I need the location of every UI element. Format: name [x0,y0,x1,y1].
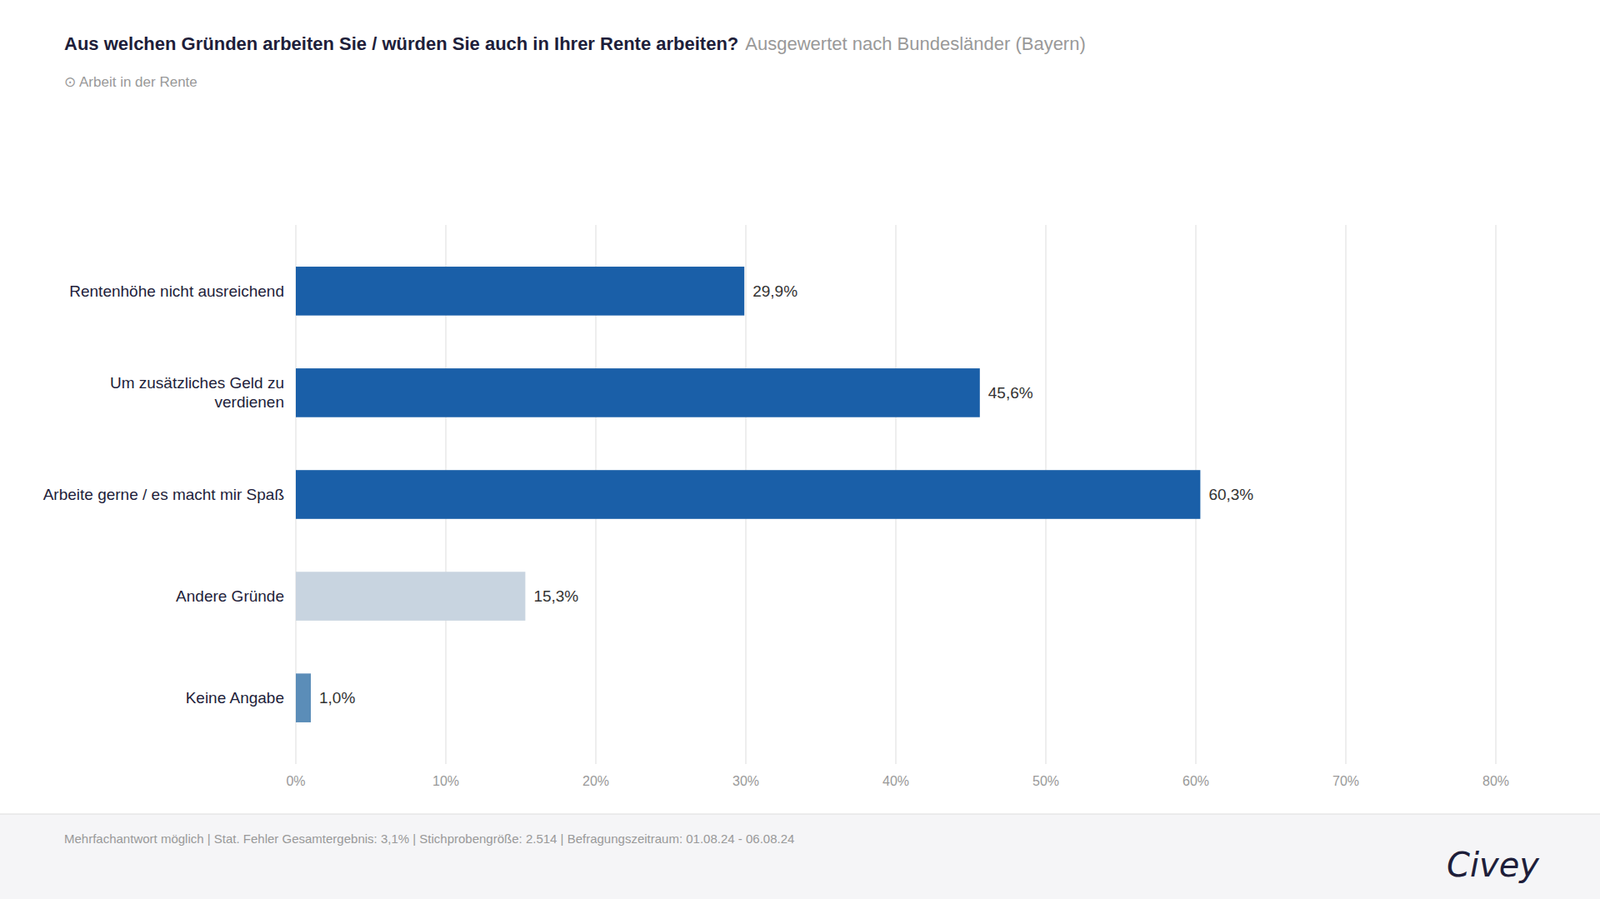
data-label: 1,0% [319,689,355,707]
bar [295,470,1200,520]
bar [295,368,980,418]
y-axis: Rentenhöhe nicht ausreichend Um zusätzlic… [43,282,285,707]
grid-line [1495,225,1497,765]
bar [295,266,745,316]
category-label: Andere Gründe [175,587,285,605]
title-line: Aus welchen Gründen arbeiten Sie / würde… [64,33,1086,55]
grid-line [1345,225,1347,765]
x-tick-label: 10% [432,774,460,789]
background [0,0,1600,899]
data-label: 15,3% [533,587,579,605]
x-tick-label: 30% [732,774,760,789]
category-label: Um zusätzliches Geld zuverdienen [110,374,285,411]
footer-background [0,814,1600,899]
category-label: Arbeite gerne / es macht mir Spaß [43,485,285,504]
data-labels: 29,9% 45,6% 60,3% 15,3% 1,0% [319,282,1254,707]
data-label: 45,6% [988,384,1034,402]
x-axis: 0% 10% 20% 30% 40% 50% 60% 70% 80% [285,774,1510,789]
data-label: 60,3% [1208,485,1254,504]
x-tick-label: 70% [1332,774,1360,789]
x-tick-label: 50% [1032,774,1060,789]
x-tick-label: 60% [1182,774,1210,789]
x-tick-label: 0% [285,774,305,789]
category-label: Keine Angabe [185,689,285,707]
subtitle: ⊙ Arbeit in der Rente [64,74,198,90]
data-label: 29,9% [752,282,798,300]
footer-separator [0,814,1600,815]
category-label: Rentenhöhe nicht ausreichend [69,282,285,300]
chart: Aus welchen Gründen arbeiten Sie / würde… [0,0,1600,899]
grid [295,225,1496,765]
branding: Civey [1446,845,1540,885]
footer-note: Mehrfachantwort möglich | Stat. Fehler G… [64,831,795,846]
x-tick-label: 80% [1482,774,1510,789]
x-tick-label: 20% [582,774,610,789]
title: Aus welchen Gründen arbeiten Sie / würde… [64,33,739,55]
x-tick-label: 40% [882,774,910,789]
bar [295,571,525,621]
bars [295,266,1200,723]
bar [295,673,311,723]
title-detail: Ausgewertet nach Bundesländer (Bayern) [745,33,1085,55]
